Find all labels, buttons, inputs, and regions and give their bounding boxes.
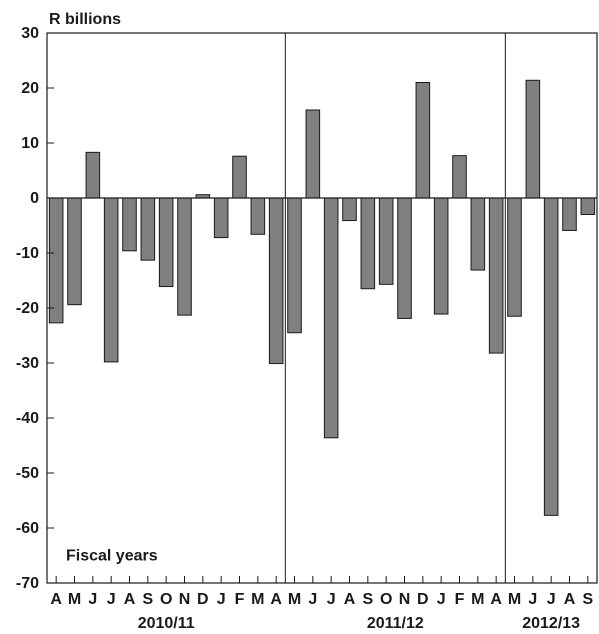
bar-5	[140, 197, 156, 261]
y-tick-label-3: 0	[30, 190, 39, 207]
x-tick-label-7: N	[179, 591, 191, 608]
bar-18	[378, 197, 394, 285]
y-tick-label-2: 10	[21, 135, 39, 152]
bar-16	[342, 197, 357, 222]
bar-1	[67, 197, 82, 306]
x-tick-label-17: S	[362, 591, 373, 608]
bar-22	[452, 155, 467, 199]
fiscal-year-label-1: 2011/12	[367, 615, 424, 632]
bar-26	[525, 79, 541, 199]
axes-layer	[46, 32, 598, 584]
y-tick-label-1: 20	[21, 80, 39, 97]
x-tick-label-24: A	[490, 591, 502, 608]
x-tick-label-19: N	[399, 591, 411, 608]
bar-2	[85, 151, 101, 199]
x-tick-label-16: A	[344, 591, 356, 608]
bar-21	[433, 197, 449, 315]
bar-7	[177, 197, 192, 316]
bar-12	[268, 197, 284, 365]
bar-20	[415, 82, 431, 199]
x-tick-label-8: D	[197, 591, 209, 608]
x-tick-label-5: S	[142, 591, 153, 608]
bar-10	[232, 155, 247, 199]
bar-13	[287, 197, 302, 334]
bar-23	[470, 197, 486, 271]
y-tick-label-8: -50	[16, 465, 39, 482]
x-tick-label-9: J	[217, 591, 226, 608]
y-tick-label-7: -40	[16, 410, 39, 427]
bar-0	[48, 197, 64, 324]
x-tick-label-4: A	[124, 591, 136, 608]
y-tick-label-4: -10	[16, 245, 39, 262]
x-tick-label-14: J	[308, 591, 317, 608]
x-tick-label-22: F	[455, 591, 465, 608]
fiscal-year-label-0: 2010/11	[138, 615, 195, 632]
bars-layer	[48, 79, 596, 516]
x-tick-label-12: A	[270, 591, 282, 608]
bar-11	[250, 197, 266, 235]
y-tick-label-5: -20	[16, 300, 39, 317]
x-tick-label-1: M	[68, 591, 81, 608]
x-tick-label-21: J	[437, 591, 446, 608]
bar-9	[213, 197, 229, 239]
x-tick-label-2: J	[88, 591, 97, 608]
x-tick-label-15: J	[327, 591, 336, 608]
x-tick-label-18: O	[380, 591, 392, 608]
bar-4	[122, 197, 137, 252]
x-tick-label-29: S	[582, 591, 593, 608]
bar-27	[543, 197, 559, 516]
x-tick-label-27: J	[547, 591, 556, 608]
bar-14	[305, 109, 321, 199]
bar-19	[397, 197, 412, 319]
x-tick-label-6: O	[160, 591, 172, 608]
fiscal-years-annotation: Fiscal years	[66, 548, 158, 565]
y-tick-label-0: 30	[21, 25, 39, 42]
x-tick-label-3: J	[107, 591, 116, 608]
y-tick-label-6: -30	[16, 355, 39, 372]
x-tick-label-28: A	[564, 591, 576, 608]
fiscal-year-label-2: 2012/13	[522, 615, 580, 632]
y-tick-label-10: -70	[16, 575, 39, 592]
bar-15	[323, 197, 339, 439]
bar-28	[562, 197, 577, 231]
y-tick-label-9: -60	[16, 520, 39, 537]
x-tick-label-10: F	[235, 591, 245, 608]
y-axis-unit-label: R billions	[49, 11, 121, 28]
bar-3	[103, 197, 119, 363]
x-tick-label-25: M	[508, 591, 521, 608]
x-tick-label-11: M	[251, 591, 264, 608]
x-tick-label-0: A	[50, 591, 62, 608]
x-tick-label-23: M	[471, 591, 484, 608]
x-tick-label-13: M	[288, 591, 301, 608]
bar-25	[507, 197, 522, 317]
x-tick-label-20: D	[417, 591, 429, 608]
bar-24	[488, 197, 504, 354]
x-tick-label-26: J	[528, 591, 537, 608]
bar-29	[580, 197, 596, 215]
bar-17	[360, 197, 376, 290]
bar-6	[158, 197, 174, 288]
